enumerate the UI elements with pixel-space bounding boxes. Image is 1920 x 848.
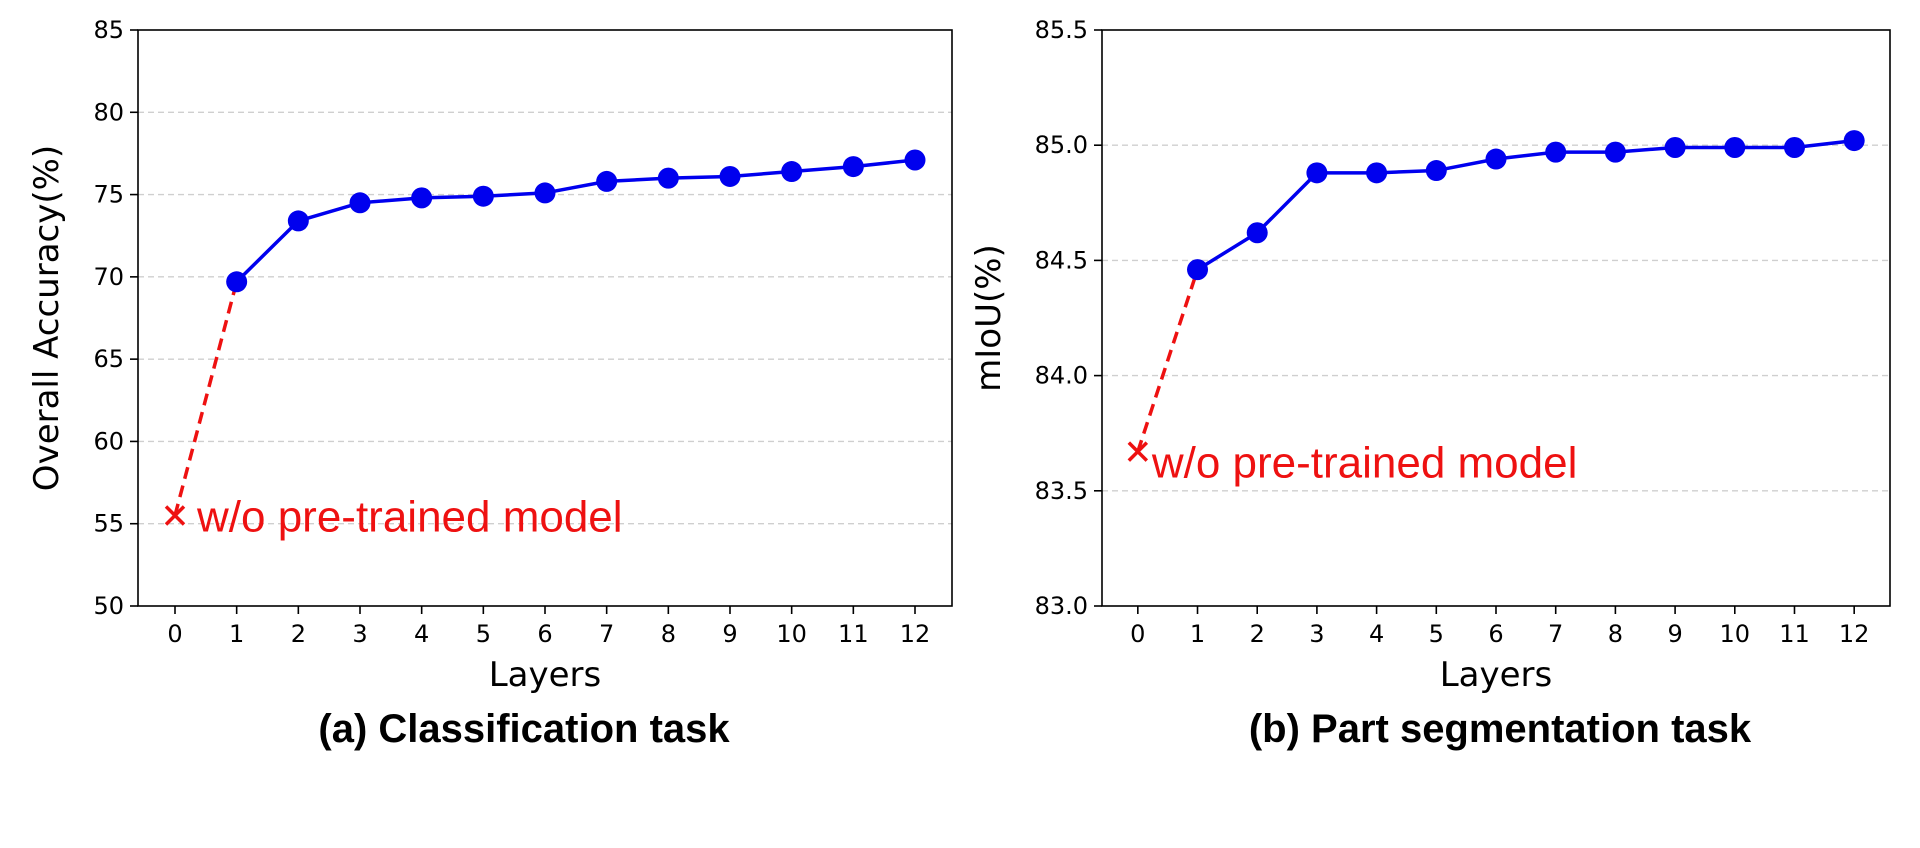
data-point [411, 187, 433, 209]
x-tick-label: 9 [1667, 620, 1682, 648]
baseline-connector [173, 281, 239, 516]
series-line [235, 158, 916, 284]
panel-caption: (b) Part segmentation task [1249, 707, 1752, 751]
x-tick-label: 11 [838, 620, 869, 648]
y-tick-label: 65 [93, 345, 124, 373]
data-point [596, 170, 618, 192]
x-tick-label: 3 [1309, 620, 1324, 648]
x-tick-label: 3 [352, 620, 367, 648]
x-tick-label: 6 [537, 620, 552, 648]
data-point [1724, 137, 1746, 159]
y-tick-label: 75 [93, 181, 124, 209]
y-tick-label: 55 [93, 510, 124, 538]
x-tick-label: 9 [722, 620, 737, 648]
y-tick-label: 85.0 [1035, 131, 1088, 159]
plot-frame [137, 29, 953, 607]
data-point [1664, 137, 1686, 159]
y-tick-label: 85 [93, 16, 124, 44]
x-tick-label: 12 [900, 620, 931, 648]
baseline-connector [1136, 269, 1200, 453]
y-tick-label: 83.5 [1035, 477, 1088, 505]
x-tick-label: 0 [1130, 620, 1145, 648]
y-tick-label: 50 [93, 592, 124, 620]
data-point [1783, 137, 1805, 159]
data-point [1485, 148, 1507, 170]
x-tick-label: 8 [661, 620, 676, 648]
data-point [349, 192, 371, 214]
data-point [1425, 160, 1447, 182]
x-tick-label: 7 [599, 620, 614, 648]
y-tick-label: 83.0 [1035, 592, 1088, 620]
data-point [226, 271, 248, 293]
data-point [719, 165, 741, 187]
x-tick-label: 5 [476, 620, 491, 648]
data-point [1306, 162, 1328, 184]
x-tick-label: 7 [1548, 620, 1563, 648]
y-tick-label: 80 [93, 98, 124, 126]
x-tick-label: 5 [1429, 620, 1444, 648]
x-tick-label: 12 [1839, 620, 1870, 648]
data-point [842, 156, 864, 178]
y-tick-label: 84.5 [1035, 246, 1088, 274]
data-point [904, 149, 926, 171]
baseline-annotation: w/o pre-trained model [196, 492, 623, 541]
x-tick-label: 6 [1488, 620, 1503, 648]
plot-frame [1101, 29, 1891, 607]
data-point [1246, 222, 1268, 244]
y-axis-label: mIoU(%) [969, 244, 1009, 392]
x-axis-label: Layers [489, 655, 602, 695]
y-tick-label: 70 [93, 263, 124, 291]
data-point [1366, 162, 1388, 184]
y-tick-label: 84.0 [1035, 362, 1088, 390]
data-point [1187, 259, 1209, 281]
data-point [1843, 130, 1865, 152]
data-point [1545, 141, 1567, 163]
data-point [472, 185, 494, 207]
x-tick-label: 1 [229, 620, 244, 648]
panel-part-segmentation: 83.083.584.084.585.085.50 1 2 3 4 5 6 7 8 9 10 11 12… [969, 16, 1891, 751]
y-tick-label: 60 [93, 427, 124, 455]
baseline-x-marker [164, 505, 186, 526]
x-tick-label: 8 [1608, 620, 1623, 648]
data-point [781, 161, 803, 183]
y-axis-label: Overall Accuracy(%) [27, 145, 67, 491]
panel-caption: (a) Classification task [318, 707, 730, 751]
x-tick-label: 11 [1779, 620, 1810, 648]
x-tick-label: 10 [776, 620, 807, 648]
baseline-x-marker [1127, 441, 1149, 462]
y-tick-label: 85.5 [1035, 16, 1088, 44]
x-tick-label: 2 [291, 620, 306, 648]
data-point [287, 210, 309, 232]
baseline-annotation: w/o pre-trained model [1151, 439, 1578, 488]
x-tick-label: 0 [167, 620, 182, 648]
data-point [657, 167, 679, 189]
data-point [534, 182, 556, 204]
data-point [1604, 141, 1626, 163]
x-axis-label: Layers [1440, 655, 1553, 695]
x-tick-label: 4 [1369, 620, 1384, 648]
series-line [1196, 138, 1855, 272]
x-tick-label: 1 [1190, 620, 1205, 648]
x-tick-label: 2 [1250, 620, 1265, 648]
x-tick-label: 4 [414, 620, 429, 648]
x-tick-label: 10 [1720, 620, 1751, 648]
